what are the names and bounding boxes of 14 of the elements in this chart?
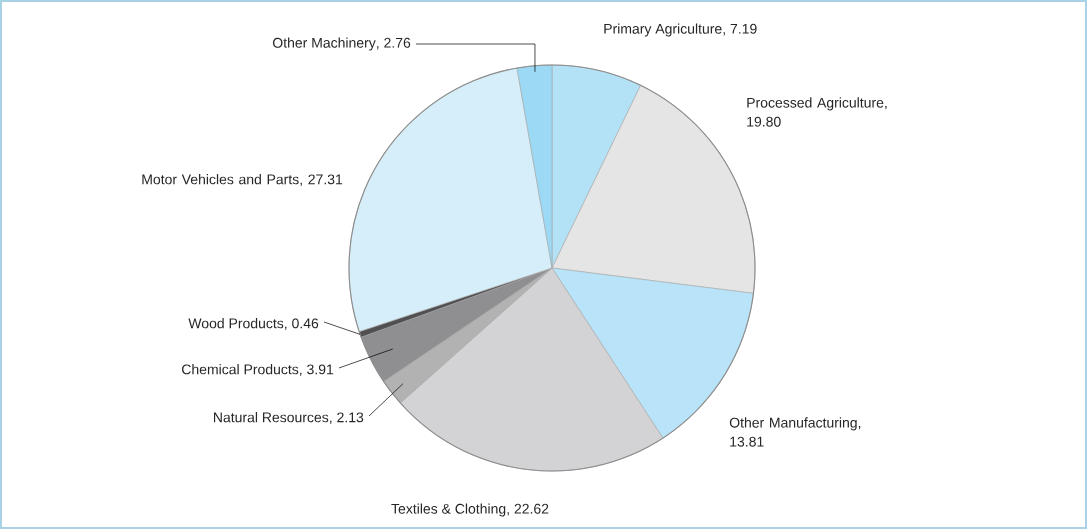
- slice-label: Motor Vehicles and Parts: [142, 174, 299, 185]
- data-label: , 3.91: [300, 364, 334, 376]
- slice-label: Natural Resources: [213, 412, 329, 423]
- data-label: , 27.31: [300, 174, 343, 186]
- data-label: , 22.62: [507, 503, 549, 516]
- slice-label: Other Machinery: [272, 37, 376, 51]
- data-label: , 7.19: [723, 23, 757, 36]
- slice-label: Textiles & Clothing: [391, 503, 506, 517]
- slice-label: Primary Agriculture: [604, 23, 722, 37]
- slice-label: Chemical Products: [182, 364, 299, 375]
- data-label: , 0.46: [285, 318, 319, 330]
- data-label: , 2.76: [377, 37, 411, 50]
- data-label: , 2.13: [330, 412, 364, 424]
- slice-label: Wood Products: [188, 318, 284, 329]
